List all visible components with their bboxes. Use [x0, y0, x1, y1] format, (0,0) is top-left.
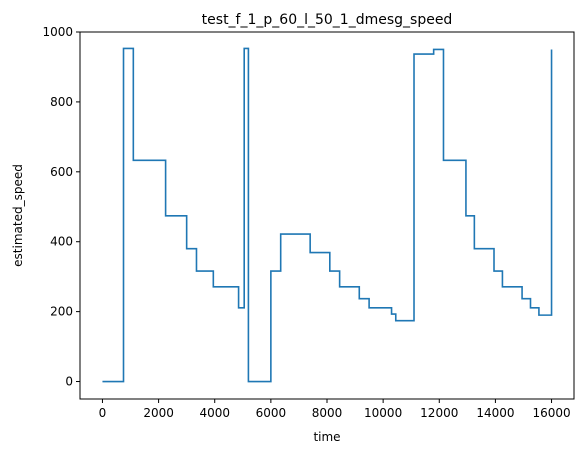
x-tick-label: 2000: [143, 406, 174, 420]
x-axis-ticks: 0 2000 4000 6000 8000 10000 12000 14000 16000: [99, 399, 571, 420]
y-tick-label: 600: [50, 165, 73, 179]
y-tick-label: 400: [50, 235, 73, 249]
y-tick-label: 1000: [42, 25, 73, 39]
x-tick-label: 14000: [476, 406, 514, 420]
x-tick-label: 10000: [364, 406, 402, 420]
plot-area: [102, 47, 553, 383]
axes-frame: [79, 31, 575, 400]
y-tick-label: 0: [65, 375, 73, 389]
x-tick-label: 8000: [312, 406, 343, 420]
x-tick-label: 6000: [256, 406, 287, 420]
x-tick-label: 0: [99, 406, 107, 420]
x-axis-label: time: [313, 430, 340, 444]
x-tick-label: 16000: [532, 406, 570, 420]
chart-title: test_f_1_p_60_l_50_1_dmesg_speed: [202, 12, 453, 28]
y-tick-label: 800: [50, 95, 73, 109]
y-axis-label: estimated_speed: [11, 164, 25, 267]
y-tick-label: 200: [50, 305, 73, 319]
x-tick-label: 12000: [420, 406, 458, 420]
y-axis-ticks: 0 200 400 600 800 1000: [42, 25, 80, 389]
series-line: [102, 47, 553, 383]
x-tick-label: 4000: [199, 406, 230, 420]
